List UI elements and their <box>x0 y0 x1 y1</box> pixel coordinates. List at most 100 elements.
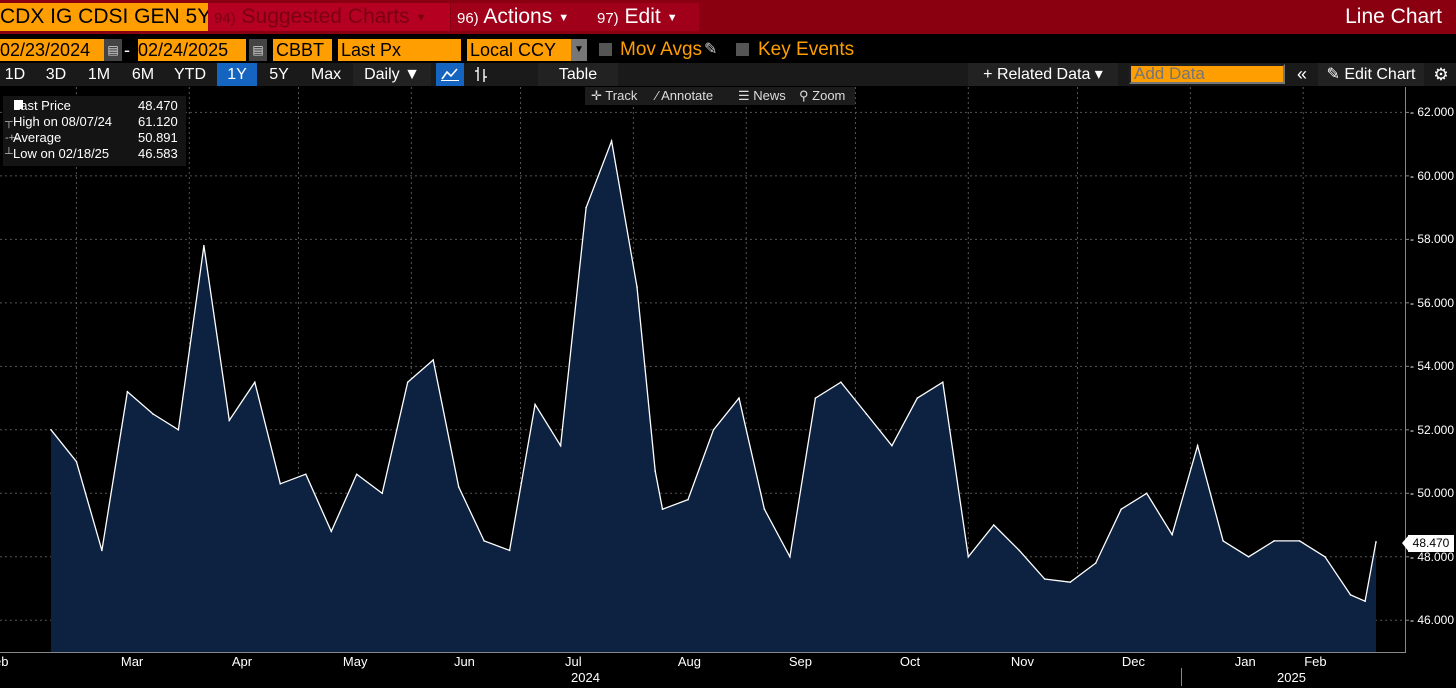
chevron-down-icon[interactable]: ▼ <box>571 39 587 61</box>
annotate-button[interactable]: ⁄ Annotate <box>656 87 713 105</box>
data-point <box>763 508 766 510</box>
edit-menu[interactable]: 97) Edit ▼ <box>591 3 699 31</box>
data-point <box>865 413 868 415</box>
data-point <box>483 540 485 542</box>
range-button-max[interactable]: Max <box>310 66 342 83</box>
line-chart-icon[interactable] <box>436 63 464 86</box>
price-area-fill <box>51 141 1376 652</box>
key-events-checkbox[interactable] <box>736 43 749 56</box>
menu-number: 97) <box>597 10 619 27</box>
legend-low: Low on 02/18/25 <box>13 146 109 162</box>
data-point <box>661 508 664 510</box>
data-point <box>126 390 129 393</box>
range-button-1m[interactable]: 1M <box>87 66 111 83</box>
data-point <box>738 397 740 399</box>
date-separator: - <box>124 40 130 60</box>
collapse-icon[interactable]: « <box>1296 64 1307 84</box>
start-date-field[interactable]: 02/23/2024 <box>0 39 104 61</box>
data-point <box>789 555 791 558</box>
data-point <box>177 429 180 431</box>
data-point <box>406 381 409 383</box>
high-marker-icon: ┬ <box>5 116 13 128</box>
data-point <box>654 470 657 472</box>
pencil-icon: ⁄ <box>656 88 659 103</box>
y-tick-label: - 60.000 <box>1410 168 1455 183</box>
related-data-button[interactable]: + Related Data ▾ <box>968 63 1118 86</box>
y-tick-label: - 54.000 <box>1410 359 1455 374</box>
add-data-input[interactable] <box>1129 64 1285 84</box>
edit-chart-button[interactable]: ✎ Edit Chart <box>1318 63 1424 86</box>
currency-select[interactable]: Local CCY <box>467 39 574 61</box>
pencil-icon[interactable]: ✎ <box>704 41 718 58</box>
data-point <box>585 206 587 209</box>
frequency-dropdown[interactable]: Daily ▼ <box>353 63 431 86</box>
table-button[interactable]: Table <box>538 63 618 86</box>
data-point <box>992 524 995 526</box>
last-price-tag-arrow <box>1402 535 1409 552</box>
data-point <box>534 403 536 406</box>
mov-avgs-label[interactable]: Mov Avgs <box>620 39 703 60</box>
y-tick-label: - 62.000 <box>1410 105 1455 120</box>
range-button-1y[interactable]: 1Y <box>217 63 257 86</box>
year-separator <box>1181 668 1182 686</box>
bar-chart-icon-glyph <box>475 67 487 82</box>
x-month-label: May <box>342 654 368 669</box>
calendar-icon[interactable]: ▤ <box>104 39 122 61</box>
pricing-source-field[interactable]: CBBT <box>273 39 332 61</box>
range-button-5y[interactable]: 5Y <box>269 66 289 83</box>
data-point <box>304 473 307 476</box>
track-label: Track <box>605 88 638 103</box>
menu-label: Suggested Charts <box>241 5 410 28</box>
data-point <box>355 473 358 476</box>
x-month-label: Oct <box>899 654 921 669</box>
range-button-ytd[interactable]: YTD <box>174 66 206 83</box>
y-tick-label: - 52.000 <box>1410 422 1455 437</box>
y-tick-label: - 56.000 <box>1410 295 1455 310</box>
y-tick-label: - 46.000 <box>1410 613 1455 628</box>
menu-number: 96) <box>457 10 479 27</box>
y-axis <box>1405 87 1406 653</box>
x-month-label: Jul <box>564 654 582 669</box>
suggested-charts-menu[interactable]: 94) Suggested Charts ▼ <box>208 3 450 31</box>
x-month-label: Mar <box>120 654 144 669</box>
data-point <box>279 482 282 485</box>
legend-value: 50.891 <box>138 130 178 145</box>
x-month-label: Jan <box>1234 654 1256 669</box>
line-chart-icon-glyph <box>441 68 459 81</box>
low-marker-icon: ┴ <box>5 148 13 160</box>
end-date-field[interactable]: 02/24/2025 <box>138 39 246 61</box>
legend-value: 46.583 <box>138 146 178 161</box>
zoom-button[interactable]: ⚲ Zoom <box>799 87 845 105</box>
bar-chart-icon[interactable] <box>466 63 496 86</box>
calendar-icon[interactable]: ▤ <box>249 39 267 61</box>
x-month-label: Sep <box>788 654 812 669</box>
average-marker-icon: -+- <box>5 132 19 144</box>
data-point <box>712 429 715 431</box>
y-tick-label: - 50.000 <box>1410 486 1455 501</box>
actions-menu[interactable]: 96) Actions ▼ <box>451 3 593 31</box>
range-button-3d[interactable]: 3D <box>45 66 67 83</box>
x-month-label: Dec <box>1121 654 1146 669</box>
chevron-down-icon: ▼ <box>415 12 427 24</box>
legend-swatch <box>14 100 23 109</box>
data-point <box>814 397 817 399</box>
x-month-label: Jun <box>453 654 475 669</box>
edit-chart-label: Edit Chart <box>1344 66 1416 83</box>
data-point <box>891 444 893 447</box>
key-events-label[interactable]: Key Events <box>758 39 855 60</box>
legend-label: High on 08/07/24 <box>13 114 113 129</box>
data-point <box>1349 594 1352 596</box>
range-button-1d[interactable]: 1D <box>4 66 26 83</box>
legend-value: 48.470 <box>138 98 178 113</box>
gear-icon[interactable]: ⚙ <box>1433 65 1449 84</box>
mov-avgs-checkbox[interactable] <box>599 43 612 56</box>
legend-label: Last Price <box>13 98 71 113</box>
security-ticker[interactable]: CDX IG CDSI GEN 5Y <box>0 3 216 31</box>
news-button[interactable]: ☰ News <box>738 87 786 105</box>
price-field-select[interactable]: Last Px <box>338 39 461 61</box>
range-button-6m[interactable]: 6M <box>131 66 155 83</box>
data-point <box>1145 492 1148 495</box>
track-button[interactable]: ✛ Track <box>591 87 637 105</box>
data-point <box>330 530 333 533</box>
